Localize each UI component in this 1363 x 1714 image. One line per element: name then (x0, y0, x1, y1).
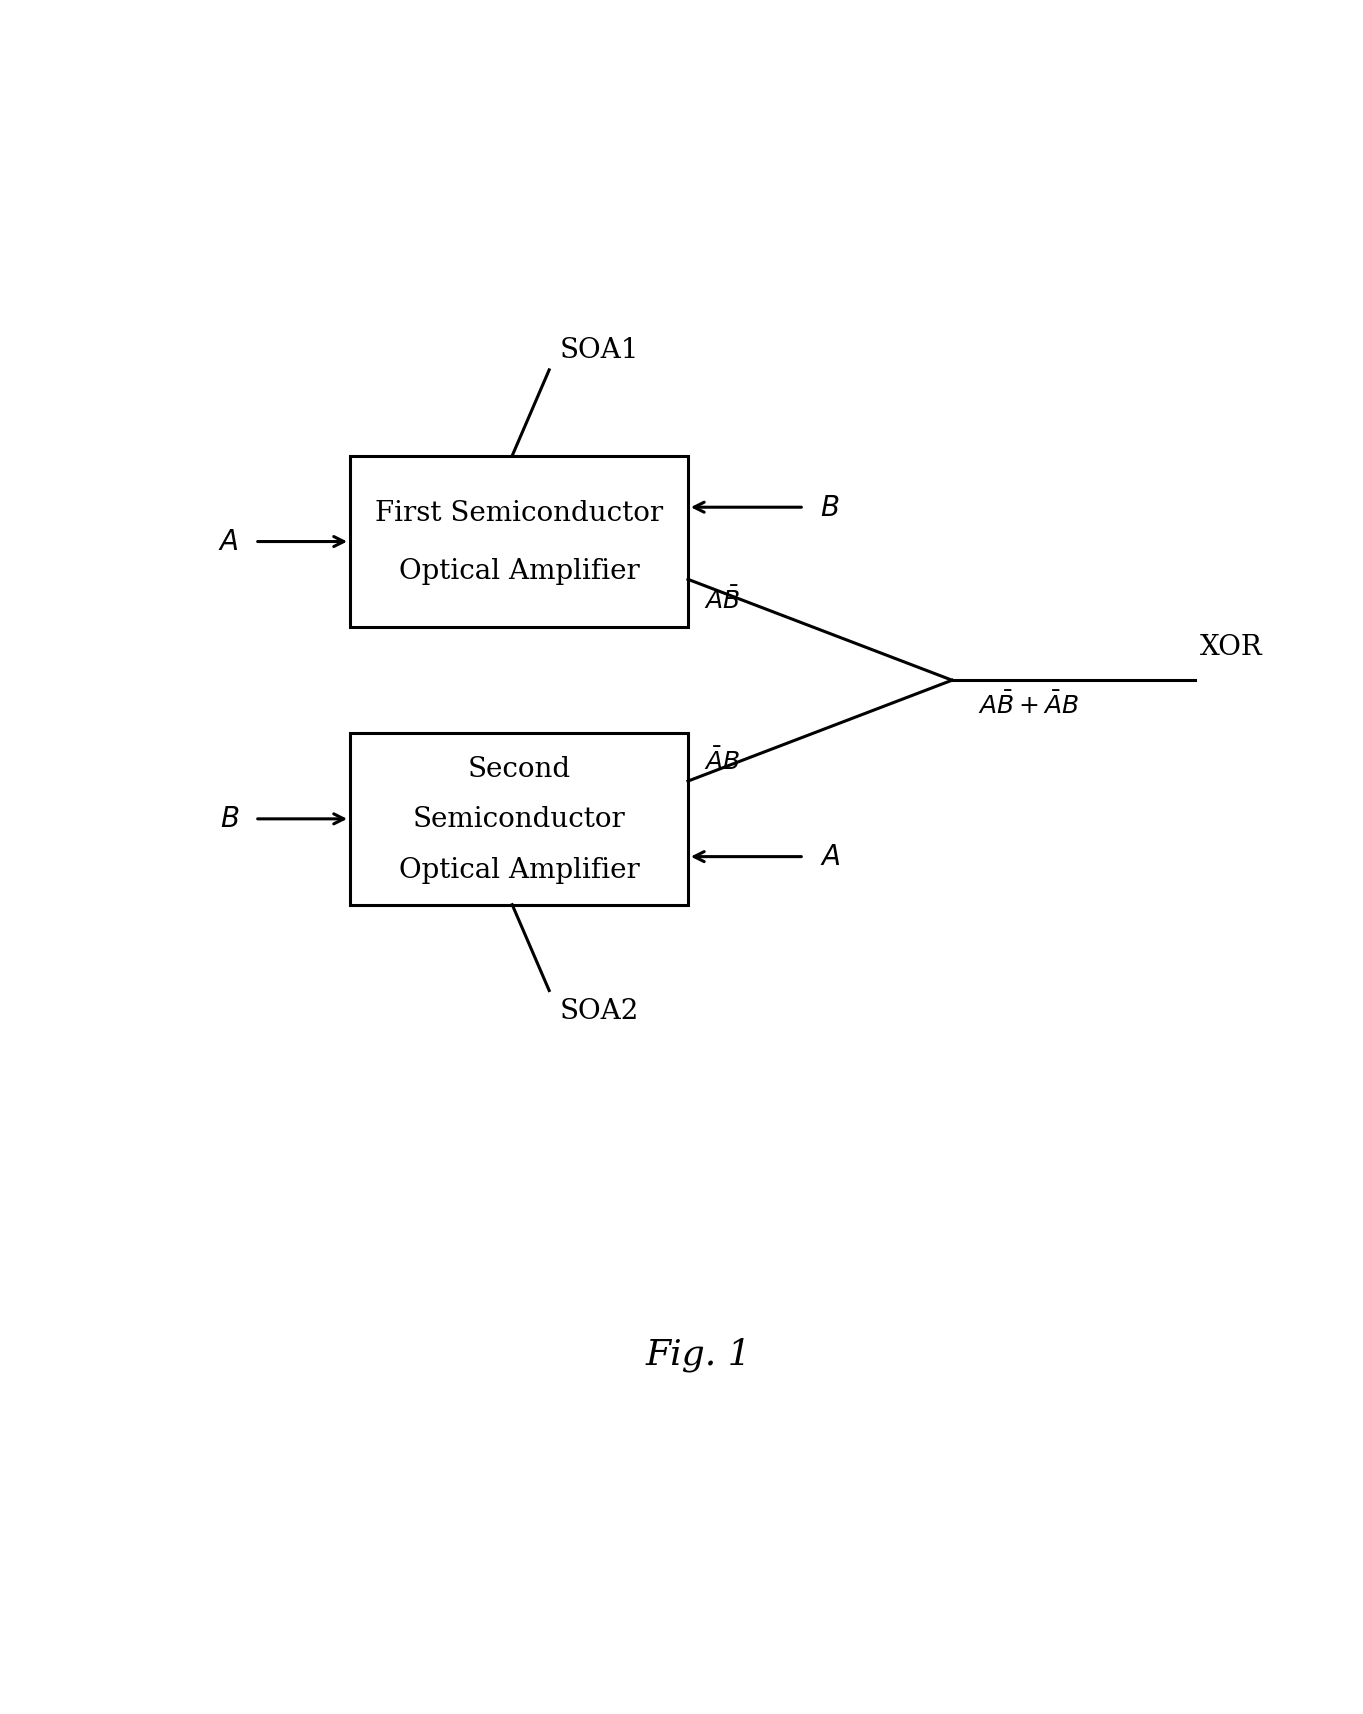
Text: Second: Second (468, 756, 571, 783)
Text: XOR: XOR (1201, 634, 1264, 662)
Text: $A\bar{B}+\bar{A}B$: $A\bar{B}+\bar{A}B$ (979, 691, 1079, 718)
Text: $\bar{A}B$: $\bar{A}B$ (703, 747, 740, 775)
Text: $B$: $B$ (219, 806, 239, 833)
Text: $A\bar{B}$: $A\bar{B}$ (703, 586, 740, 614)
Text: First Semiconductor: First Semiconductor (375, 500, 662, 526)
Text: SOA2: SOA2 (560, 998, 639, 1025)
Text: Semiconductor: Semiconductor (413, 806, 626, 833)
Bar (350, 734, 688, 905)
Text: $B$: $B$ (821, 494, 840, 521)
Text: Fig. 1: Fig. 1 (646, 1337, 751, 1371)
Text: Optical Amplifier: Optical Amplifier (398, 855, 639, 883)
Bar (350, 456, 688, 627)
Text: $A$: $A$ (218, 528, 239, 555)
Text: Optical Amplifier: Optical Amplifier (398, 557, 639, 584)
Text: $A$: $A$ (821, 843, 841, 871)
Text: SOA1: SOA1 (560, 338, 639, 363)
